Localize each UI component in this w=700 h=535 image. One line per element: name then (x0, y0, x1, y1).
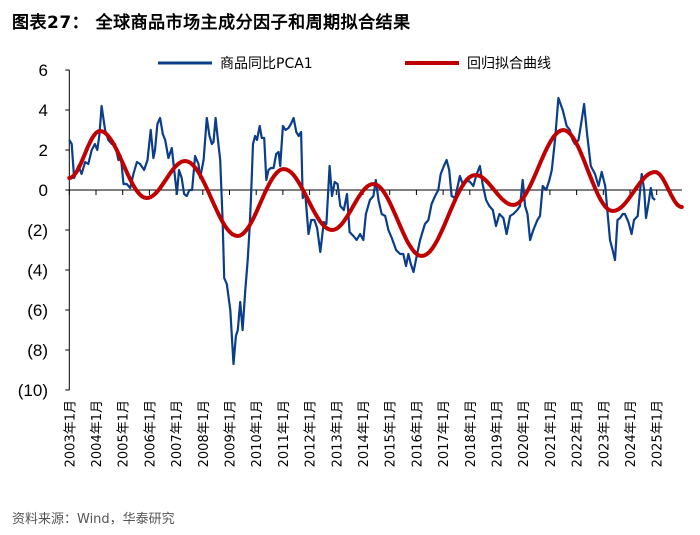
y-tick-label: (10) (18, 381, 48, 400)
x-tick-label: 2014年1月 (357, 400, 372, 467)
axes (65, 69, 682, 391)
y-tick-label: 4 (39, 101, 48, 120)
x-tick-label: 2016年1月 (410, 400, 425, 467)
x-tick-label: 2003年1月 (63, 400, 78, 467)
tick-labels: 6 4 2 0 (2) (4) (6) (8) (10) 2003年1月 2004年1月 2005年1… (18, 61, 666, 467)
x-tick-label: 2025年1月 (651, 400, 666, 467)
chart-title: 图表27： 全球商品市场主成分因子和周期拟合结果 (12, 13, 411, 33)
x-tick-label: 2006年1月 (143, 400, 158, 467)
legend-label-fit: 回归拟合曲线 (467, 55, 551, 72)
series-line-pca1 (68, 96, 656, 366)
y-tick-label: (2) (27, 221, 48, 240)
x-tick-label: 2021年1月 (544, 400, 559, 467)
x-tick-label: 2023年1月 (597, 400, 612, 467)
legend-label-pca1: 商品同比PCA1 (220, 56, 313, 72)
x-tick-label: 2019年1月 (491, 400, 506, 467)
y-tick-label: 0 (39, 181, 48, 200)
y-tick-label: 2 (39, 141, 48, 160)
source-note: 资料来源：Wind，华泰研究 (12, 512, 175, 527)
x-tick-label: 2013年1月 (330, 400, 345, 467)
x-tick-label: 2020年1月 (517, 400, 532, 467)
x-tick-label: 2012年1月 (304, 400, 319, 467)
x-tick-label: 2005年1月 (117, 400, 132, 467)
series-group (67, 96, 684, 366)
x-tick-label: 2009年1月 (224, 400, 239, 467)
x-tick-label: 2018年1月 (464, 400, 479, 467)
x-tick-label: 2010年1月 (250, 400, 265, 467)
legend: 商品同比PCA1 回归拟合曲线 (158, 55, 551, 72)
y-tick-label: (6) (27, 301, 48, 320)
y-tick-label: (4) (27, 261, 48, 280)
series-line-fit (67, 127, 684, 259)
x-tick-label: 2011年1月 (277, 400, 292, 467)
x-tick-label: 2024年1月 (624, 400, 639, 467)
x-tick-label: 2015年1月 (384, 400, 399, 467)
x-tick-label: 2017年1月 (437, 400, 452, 467)
x-tick-label: 2004年1月 (90, 400, 105, 467)
x-tick-label: 2022年1月 (571, 400, 586, 467)
x-tick-label: 2007年1月 (170, 400, 185, 467)
y-tick-label: (8) (27, 341, 48, 360)
y-tick-label: 6 (39, 61, 48, 80)
x-tick-label: 2008年1月 (197, 400, 212, 467)
